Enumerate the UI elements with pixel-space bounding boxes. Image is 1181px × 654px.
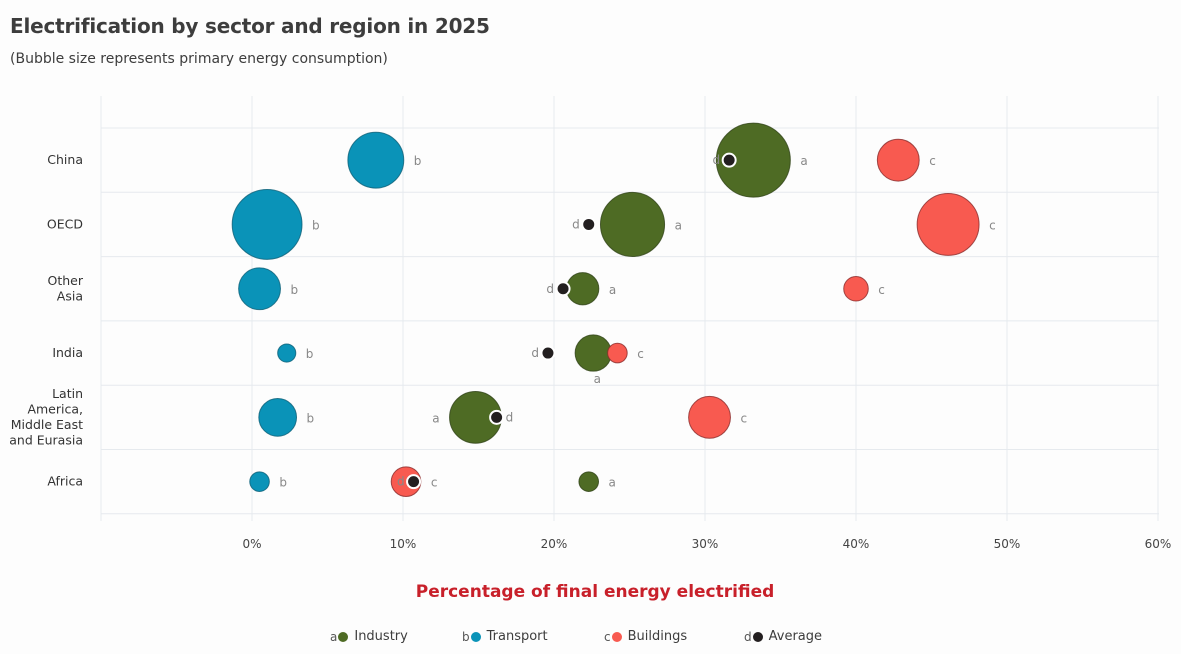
bubble-label: a — [675, 218, 682, 232]
x-axis-title: Percentage of final energy electrified — [415, 582, 775, 602]
y-category-label-line: China — [47, 152, 83, 167]
bubble-label: d — [506, 410, 514, 424]
legend: a Industry b Transport c Buildings d Ave… — [0, 629, 1181, 649]
y-category-label: Latin America, Middle East and Eurasia — [9, 386, 83, 448]
bubble-transport — [238, 267, 281, 311]
bubble-transport — [231, 189, 303, 260]
bubble-label: c — [878, 283, 885, 297]
legend-letter: b — [462, 629, 470, 644]
bubble-transport — [249, 471, 270, 492]
bubble-transport — [347, 131, 405, 189]
bubble-label: c — [929, 154, 936, 168]
x-tick-label: 30% — [692, 537, 719, 551]
x-tick-label: 60% — [1145, 537, 1172, 551]
y-category-label-line: OECD — [47, 216, 83, 231]
legend-item-industry[interactable]: a Industry — [330, 629, 408, 644]
legend-marker-buildings — [611, 631, 622, 642]
bubble-industry — [715, 122, 791, 198]
bubble-label: d — [713, 153, 721, 167]
bubble-industry — [566, 272, 600, 306]
bubble-buildings — [916, 192, 980, 256]
bubble-transport — [258, 397, 298, 437]
bubble-label: b — [279, 476, 287, 490]
legend-marker-industry — [338, 631, 349, 642]
bubble-label: a — [609, 283, 616, 297]
bubble-average — [581, 216, 597, 232]
legend-letter: c — [604, 629, 611, 644]
y-category-label-line: Latin — [52, 386, 83, 401]
y-category-label: OECD — [47, 216, 83, 231]
legend-letter: a — [330, 629, 338, 644]
legend-item-transport[interactable]: b Transport — [462, 629, 548, 644]
bubble-transport — [277, 343, 297, 363]
bubble-buildings — [843, 275, 869, 302]
y-category-label: China — [47, 152, 83, 167]
bubble-buildings — [876, 138, 920, 182]
bubble-average — [489, 409, 505, 425]
bubble-average — [555, 281, 571, 297]
bubble-label: d — [572, 217, 580, 231]
x-tick-label: 20% — [541, 537, 568, 551]
bubble-label: a — [594, 372, 601, 386]
bubble-label: a — [609, 476, 616, 490]
x-tick-label: 40% — [843, 537, 870, 551]
y-category-label-line: America, — [27, 402, 83, 417]
x-tick-label: 0% — [242, 537, 261, 551]
y-category-label-line: India — [52, 345, 83, 360]
bubbles: a a a a a a b b b b b b c c c c c c d d d d d d — [231, 122, 996, 497]
bubble-label: d — [397, 475, 405, 489]
legend-label: Buildings — [627, 629, 688, 644]
legend-label: Industry — [354, 629, 408, 644]
legend-item-buildings[interactable]: c Buildings — [604, 629, 687, 644]
legend-letter: d — [744, 629, 752, 644]
bubble-average — [721, 152, 737, 168]
bubble-label: c — [740, 411, 747, 425]
x-tick-label: 50% — [994, 537, 1021, 551]
legend-marker-transport — [470, 631, 481, 642]
bubble-label: b — [306, 347, 314, 361]
x-tick-label: 10% — [390, 537, 417, 551]
bubble-label: b — [290, 283, 298, 297]
chart-subtitle: (Bubble size represents primary energy c… — [10, 51, 388, 67]
bubble-label: b — [312, 218, 320, 232]
bubble-label: c — [989, 218, 996, 232]
bubble-buildings — [607, 342, 628, 364]
bubble-industry — [599, 191, 666, 257]
bubble-label: c — [637, 347, 644, 361]
y-category-label: Other Asia — [48, 273, 84, 304]
bubble-buildings — [688, 395, 731, 439]
bubble-label: b — [414, 154, 422, 168]
bubble-average — [406, 474, 422, 490]
y-category-label-line: and Eurasia — [9, 433, 83, 448]
bubble-label: d — [531, 346, 539, 360]
bubble-industry — [578, 471, 600, 492]
legend-item-average[interactable]: d Average — [744, 629, 822, 644]
bubble-industry — [574, 334, 612, 372]
bubble-label: c — [431, 476, 438, 490]
legend-label: Average — [768, 629, 823, 644]
y-category-label: India — [52, 345, 83, 360]
legend-label: Transport — [486, 629, 548, 644]
bubble-label: d — [546, 282, 554, 296]
bubble-label: a — [800, 154, 807, 168]
y-axis: China OECD Other Asia India Latin America, Midd… — [9, 152, 84, 489]
y-category-label-line: Africa — [47, 474, 83, 489]
bubble-average — [540, 345, 556, 361]
y-category-label-line: Other — [48, 273, 84, 288]
bubble-label: b — [307, 411, 315, 425]
bubble-label: a — [432, 411, 439, 425]
y-category-label-line: Asia — [57, 289, 83, 304]
legend-marker-average — [752, 631, 763, 642]
y-category-label: Africa — [47, 474, 83, 489]
y-category-label-line: Middle East — [11, 417, 83, 432]
x-axis: 0% 10% 20% 30% 40% 50% 60% — [242, 537, 1171, 551]
chart-title: Electrification by sector and region in … — [10, 14, 490, 38]
